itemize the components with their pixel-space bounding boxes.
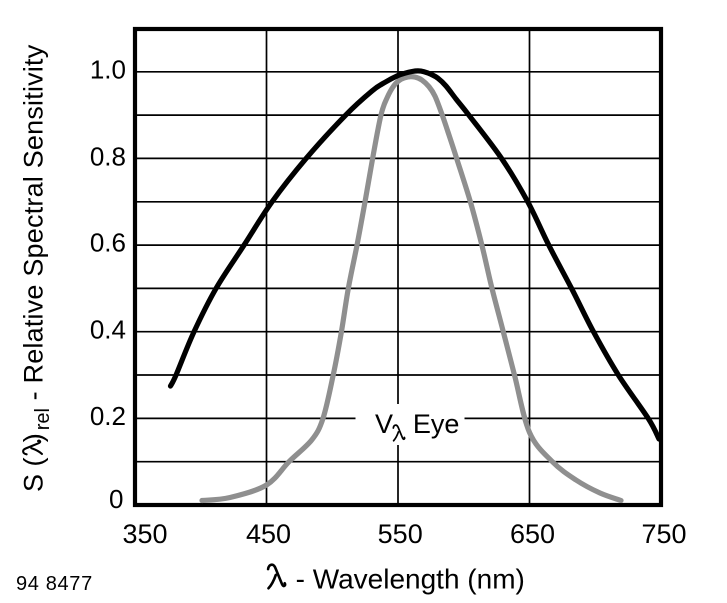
svg-text:0.2: 0.2 [90,401,126,431]
svg-text:- Relative Spectral Sensitivit: - Relative Spectral Sensitivity [18,44,48,408]
svg-text:450: 450 [246,519,291,549]
svg-text:- Wavelength (nm): - Wavelength (nm) [296,564,525,595]
svg-text:0.6: 0.6 [90,227,126,257]
svg-text:): ) [18,433,48,442]
svg-text:Eye: Eye [413,409,460,439]
svg-text:0.8: 0.8 [90,142,126,172]
svg-text:rel: rel [32,408,54,430]
svg-text:94 8477: 94 8477 [16,573,93,595]
svg-text:350: 350 [122,519,167,549]
svg-text:650: 650 [510,519,555,549]
svg-text:750: 750 [641,519,686,549]
svg-text:0: 0 [109,484,123,514]
svg-text:S (: S ( [18,457,48,492]
svg-text:550: 550 [378,519,423,549]
svg-text:1.0: 1.0 [90,55,126,85]
svg-text:0.4: 0.4 [90,314,126,344]
svg-text:V: V [375,409,393,439]
